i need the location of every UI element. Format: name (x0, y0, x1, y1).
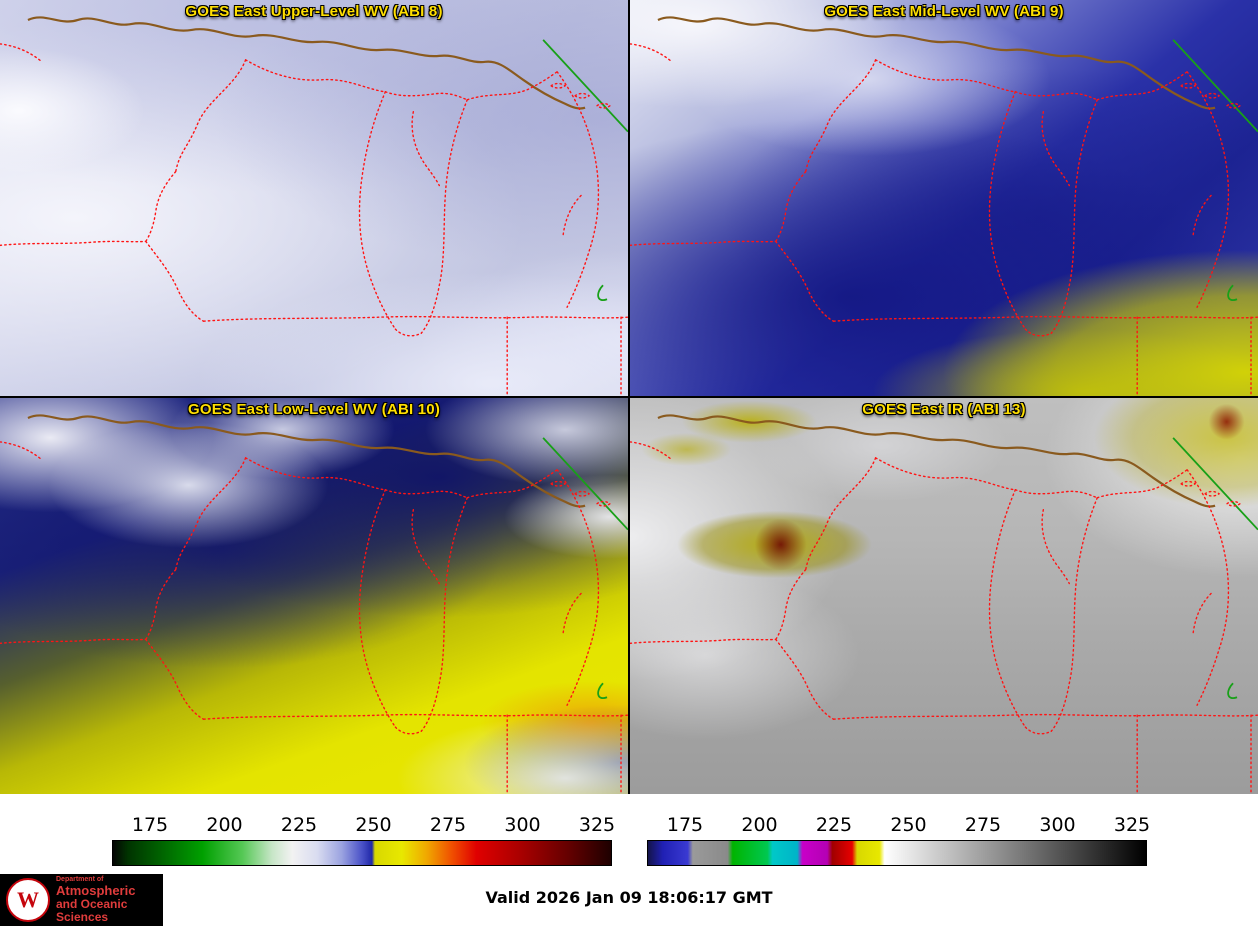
colorbar-tick-label: 225 (280, 814, 318, 836)
colorbar-tick-label: 225 (815, 814, 853, 836)
wv-colorbar: 175 200 225 250 275 300 325 (112, 808, 616, 866)
colorbar-tick-label: 275 (429, 814, 467, 836)
colorbar-tick-label: 200 (741, 814, 778, 836)
satellite-panel-upper-level-wv: GOES East Upper-Level WV (ABI 8) (0, 0, 628, 396)
colorbar-tick-label: 200 (206, 814, 243, 836)
ir-colorbar: 175 200 225 250 275 300 325 (647, 808, 1151, 866)
colorbar-ticks: 175 200 225 250 275 300 325 (647, 808, 1151, 840)
colorbar-gradient (112, 840, 612, 866)
colorbar-section: 175 200 225 250 275 300 325 175 200 225 250 275 300… (0, 794, 1258, 872)
satellite-panel-mid-level-wv: GOES East Mid-Level WV (ABI 9) (630, 0, 1258, 396)
colorbar-tick-label: 275 (964, 814, 1002, 836)
map-overlay (630, 16, 1258, 396)
panel-title: GOES East Low-Level WV (ABI 10) (187, 401, 441, 418)
colorbar-gradient (647, 840, 1147, 866)
panel-title: GOES East IR (ABI 13) (862, 401, 1026, 418)
map-overlay (0, 414, 628, 794)
satellite-panel-low-level-wv: GOES East Low-Level WV (ABI 10) (0, 398, 628, 794)
colorbar-tick-label: 175 (666, 814, 704, 836)
footer: W Department of Atmospheric and Oceanic … (0, 872, 1258, 928)
colorbar-tick-label: 250 (355, 814, 392, 836)
map-overlay (630, 414, 1258, 794)
colorbar-tick-label: 300 (1039, 814, 1076, 836)
panel-title: GOES East Mid-Level WV (ABI 9) (824, 3, 1064, 20)
uw-aos-logo: W Department of Atmospheric and Oceanic … (0, 874, 163, 926)
logo-dept-line: Department of (56, 876, 104, 884)
logo-text: Department of Atmospheric and Oceanic Sc… (56, 876, 157, 923)
colorbar-tick-label: 325 (578, 814, 616, 836)
map-overlay (0, 16, 628, 396)
panel-title: GOES East Upper-Level WV (ABI 8) (185, 3, 443, 20)
colorbar-tick-label: 175 (131, 814, 169, 836)
uw-crest-icon: W (6, 878, 50, 922)
satellite-panel-ir: GOES East IR (ABI 13) (630, 398, 1258, 794)
colorbar-tick-label: 250 (890, 814, 927, 836)
colorbar-tick-label: 300 (504, 814, 541, 836)
logo-line1: Atmospheric (56, 882, 136, 898)
logo-line2: and Oceanic Sciences (56, 896, 128, 924)
colorbar-tick-label: 325 (1113, 814, 1151, 836)
valid-time-label: Valid 2026 Jan 09 18:06:17 GMT (485, 888, 773, 907)
satellite-quad-grid: GOES East Upper-Level WV (ABI 8) GOES Ea… (0, 0, 1258, 794)
colorbar-ticks: 175 200 225 250 275 300 325 (112, 808, 616, 840)
